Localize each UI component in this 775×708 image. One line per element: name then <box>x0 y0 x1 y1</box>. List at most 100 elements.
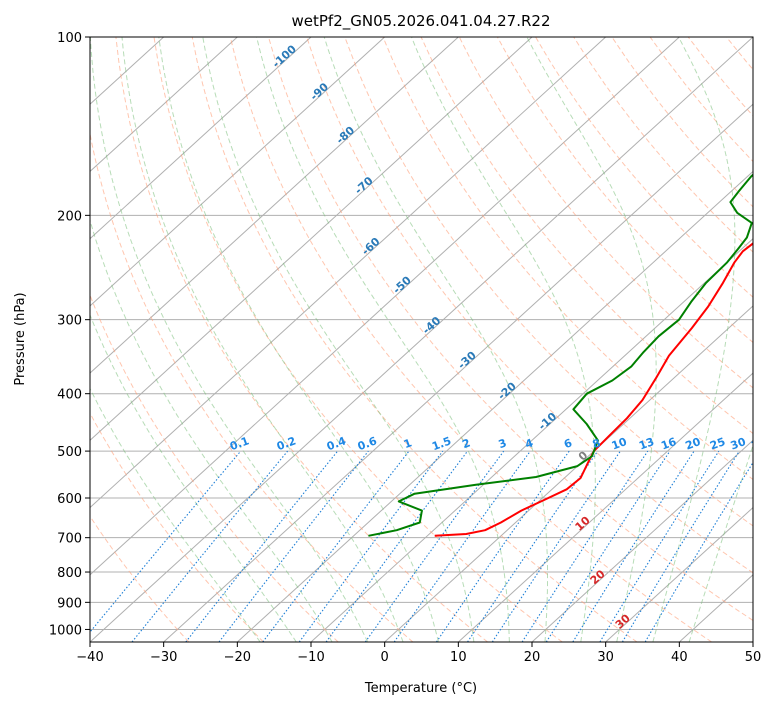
y-tick-label: 300 <box>57 314 82 329</box>
mixing-ratio-label: 2 <box>461 436 473 451</box>
moist-adiabat <box>202 37 475 642</box>
adiabat-label: -100 <box>270 42 299 70</box>
adiabat-label: -10 <box>536 410 560 433</box>
isotherm-gridline <box>531 439 753 642</box>
isotherm-gridline <box>236 170 753 642</box>
temperature-line <box>434 242 753 537</box>
x-tick-label: 30 <box>597 650 614 665</box>
mixing-ratio-line <box>131 450 289 642</box>
mixing-ratio-line <box>644 461 753 642</box>
mixing-ratio-label: 1 <box>402 436 414 451</box>
mixing-ratio-line <box>364 450 505 642</box>
mixing-ratio-line <box>467 450 599 642</box>
adiabat-label: -30 <box>455 349 479 372</box>
dry-adiabat <box>115 37 488 642</box>
adiabat-label: -90 <box>308 80 332 103</box>
mixing-ratio-label: 36 <box>749 435 768 453</box>
adiabat-label: -60 <box>359 235 383 258</box>
chart-title: wetPf2_GN05.2026.041.04.27.R22 <box>291 12 550 31</box>
dry-adiabat <box>382 37 753 481</box>
mixing-ratio-label: 10 <box>610 435 629 453</box>
x-tick-label: 0 <box>381 650 389 665</box>
mixing-ratio-label: 0.6 <box>356 434 379 453</box>
dry-adiabat <box>765 37 775 642</box>
y-tick-label: 600 <box>57 492 82 507</box>
y-tick-label: 400 <box>57 388 82 403</box>
background-lines <box>90 37 775 642</box>
y-tick-label: 1000 <box>49 623 82 638</box>
series-layer <box>368 173 753 537</box>
isotherm-gridline <box>163 103 753 642</box>
dry-adiabat <box>687 37 753 117</box>
x-tick-label: −10 <box>297 650 324 665</box>
mixing-ratio-label: 6 <box>562 436 574 451</box>
moist-adiabat <box>90 37 369 642</box>
mixing-ratio-label: 0.2 <box>275 434 298 453</box>
mixing-ratio-line <box>599 450 720 642</box>
mixing-ratio-label: 4 <box>523 436 535 451</box>
dry-adiabat <box>229 37 712 642</box>
isotherm-gridline <box>90 37 459 374</box>
moist-adiabat <box>90 387 261 642</box>
mixing-ratio-label: 3 <box>497 436 509 451</box>
adiabat-label: -20 <box>495 379 519 402</box>
adiabat-label: -40 <box>420 314 444 337</box>
isotherm-gridline <box>90 37 607 509</box>
mixing-ratio-line <box>521 450 649 642</box>
dry-adiabat <box>153 37 563 642</box>
mixing-ratio-line <box>621 450 740 642</box>
dry-adiabat <box>191 37 638 642</box>
adiabat-label: -80 <box>334 124 358 147</box>
isotherm-gridline <box>752 641 753 642</box>
isotherm-gridline <box>90 37 533 442</box>
mixing-ratio-label: 8 <box>591 436 603 451</box>
mixing-ratio-label: 1.5 <box>430 434 453 453</box>
mixing-ratio-line <box>90 450 242 633</box>
mixing-ratio-line <box>393 450 531 642</box>
y-tick-label: 700 <box>57 532 82 547</box>
moist-adiabat <box>90 218 333 642</box>
isotherm-gridline <box>90 37 680 576</box>
mixing-ratio-line <box>325 450 468 642</box>
dry-adiabat <box>90 131 414 642</box>
y-tick-label: 800 <box>57 566 82 581</box>
isotherm-gridline <box>90 37 386 307</box>
mixing-ratio-line <box>435 450 570 642</box>
isotherm-gridline <box>90 37 312 240</box>
isotherm-gridline <box>90 37 238 173</box>
y-axis: 100 200 300 400 500 600 700 800 900 1000 <box>49 31 90 638</box>
moist-adiabat <box>121 37 404 642</box>
x-tick-label: −40 <box>76 650 103 665</box>
mixing-ratio-line <box>298 450 444 642</box>
y-tick-label: 900 <box>57 596 82 611</box>
moist-adiabat <box>256 37 510 642</box>
y-tick-label: 100 <box>57 31 82 46</box>
dry-adiabat <box>496 37 753 344</box>
x-axis-label: Temperature (°C) <box>364 681 477 696</box>
x-axis: −40 −30 −20 −10 0 10 20 30 40 50 <box>76 642 761 665</box>
dry-adiabat <box>535 37 753 298</box>
x-tick-label: 50 <box>745 650 762 665</box>
moist-adiabat <box>411 37 596 642</box>
dry-adiabat <box>649 37 753 163</box>
adiabat-label: -70 <box>352 174 376 197</box>
dry-adiabat <box>268 37 753 622</box>
mixing-ratio-line <box>545 450 671 642</box>
mixing-ratio-label: 30 <box>729 435 748 453</box>
x-tick-label: 20 <box>524 650 541 665</box>
dry-adiabat <box>90 412 264 642</box>
dry-adiabat <box>420 37 753 435</box>
dry-adiabat <box>90 515 190 642</box>
moist-adiabat <box>323 37 548 642</box>
dry-adiabat <box>573 37 753 253</box>
isotherm-gridline <box>605 506 753 642</box>
mixing-ratio-line <box>218 450 369 642</box>
mixing-ratio-label: 25 <box>708 435 727 452</box>
moist-adiabat <box>652 37 736 642</box>
x-tick-label: 40 <box>671 650 688 665</box>
moist-adiabat <box>688 443 753 642</box>
mixing-ratio-label: 0.1 <box>228 434 251 453</box>
dry-adiabat <box>611 37 753 208</box>
isotherm-gridline <box>90 37 753 642</box>
